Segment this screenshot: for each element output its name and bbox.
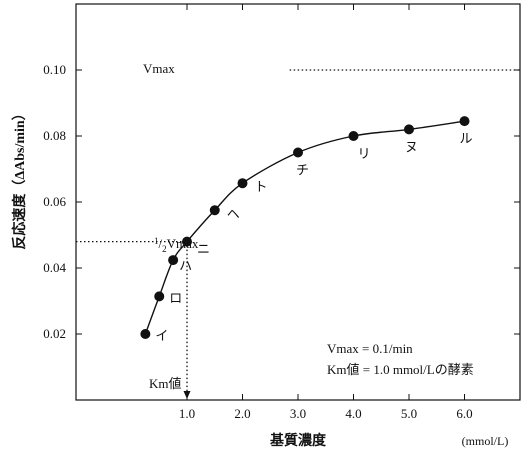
data-point bbox=[154, 291, 165, 302]
x-axis-unit-label: (mmol/L) bbox=[462, 434, 509, 448]
data-point-label: ト bbox=[255, 179, 268, 194]
fitted-curve bbox=[144, 120, 465, 335]
data-point bbox=[459, 116, 470, 127]
y-tick-label: 0.04 bbox=[43, 260, 66, 275]
data-point-label: イ bbox=[155, 328, 168, 343]
data-point-label: ル bbox=[460, 131, 473, 146]
half-vmax-denominator: 2 bbox=[162, 244, 167, 254]
note-km: Km値 = 1.0 mmol/Lの酵素 bbox=[327, 362, 474, 377]
x-tick-label: 6.0 bbox=[456, 406, 472, 421]
half-vmax-slash: / bbox=[159, 236, 163, 251]
data-point bbox=[209, 205, 220, 216]
data-point-label: ハ bbox=[179, 258, 192, 273]
data-point-label: ヘ bbox=[227, 206, 240, 221]
data-point bbox=[168, 255, 179, 266]
data-point-label: ヌ bbox=[405, 139, 418, 154]
data-point bbox=[348, 131, 359, 141]
half-vmax-text: Vmax bbox=[167, 236, 199, 251]
x-tick-label: 4.0 bbox=[345, 406, 361, 421]
data-point-label: ロ bbox=[169, 290, 182, 305]
data-point bbox=[293, 147, 303, 158]
half-vmax-label: 1/2Vmax bbox=[154, 236, 199, 254]
data-point bbox=[140, 329, 151, 339]
data-point bbox=[404, 124, 414, 135]
y-axis-label: 反応速度（ΔAbs/min） bbox=[11, 106, 28, 249]
data-point-label: チ bbox=[296, 163, 309, 178]
data-point bbox=[237, 178, 248, 189]
data-point-label: ニ bbox=[197, 242, 210, 257]
x-tick-label: 2.0 bbox=[234, 406, 250, 421]
y-tick-label: 0.10 bbox=[43, 62, 66, 77]
half-vmax-numerator: 1 bbox=[154, 236, 159, 246]
y-tick-label: 0.02 bbox=[43, 326, 66, 341]
x-tick-label: 3.0 bbox=[290, 406, 306, 421]
data-point bbox=[182, 236, 192, 247]
km-label: Km値 bbox=[149, 376, 182, 391]
km-arrow-icon bbox=[183, 391, 191, 399]
y-tick-label: 0.06 bbox=[43, 194, 66, 209]
y-tick-label: 0.08 bbox=[43, 128, 66, 143]
x-tick-label: 1.0 bbox=[179, 406, 195, 421]
x-tick-label: 5.0 bbox=[401, 406, 417, 421]
x-axis-label: 基質濃度 bbox=[270, 432, 327, 449]
vmax-label: Vmax bbox=[143, 61, 175, 76]
note-vmax: Vmax = 0.1/min bbox=[327, 341, 413, 356]
data-point-label: リ bbox=[358, 146, 371, 161]
